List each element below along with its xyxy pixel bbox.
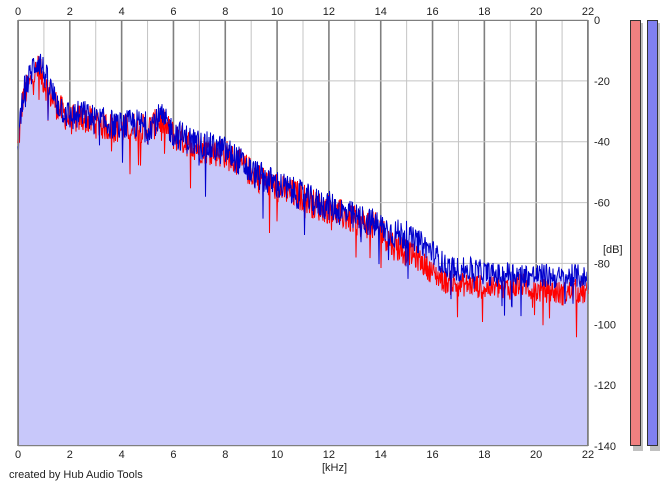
y-tick-label: -40 <box>594 137 610 149</box>
x-tick-label: 0 <box>15 449 21 461</box>
y-tick-label: -100 <box>594 319 616 331</box>
credit-text: created by Hub Audio Tools <box>9 469 143 481</box>
y-tick-label: 0 <box>594 15 600 27</box>
x-tick-label: 12 <box>323 449 335 461</box>
x-tick-label: 18 <box>478 6 490 18</box>
series-lines <box>17 53 589 338</box>
y-axis-title: [dB] <box>603 244 623 256</box>
x-tick-labels-bottom: 0 2 4 6 8 10 12 14 16 18 20 22 <box>15 449 594 461</box>
channel-level-meters <box>630 20 660 451</box>
x-tick-label: 2 <box>67 449 73 461</box>
x-tick-label: 6 <box>170 449 176 461</box>
x-tick-labels-top: 0 2 4 6 8 10 12 14 16 18 20 22 <box>15 6 594 18</box>
x-tick-label: 8 <box>222 449 228 461</box>
x-tick-label: 6 <box>170 6 176 18</box>
x-tick-label: 8 <box>222 6 228 18</box>
x-tick-label: 22 <box>582 6 594 18</box>
x-tick-label: 10 <box>271 449 283 461</box>
y-tick-labels: 0 -20 -40 -60 -80 -100 -120 -140 <box>594 15 616 453</box>
x-tick-label: 20 <box>530 6 542 18</box>
x-tick-label: 0 <box>15 6 21 18</box>
x-tick-label: 18 <box>478 449 490 461</box>
x-tick-label: 4 <box>119 6 125 18</box>
x-axis-title: [kHz] <box>322 462 347 474</box>
level-meter-bar <box>647 20 658 446</box>
x-tick-label: 4 <box>119 449 125 461</box>
x-tick-label: 14 <box>375 6 387 18</box>
x-tick-label: 12 <box>323 6 335 18</box>
series-line-blue <box>17 53 589 317</box>
spectrum-fill-area <box>18 53 588 447</box>
y-tick-label: -140 <box>594 441 616 453</box>
x-tick-label: 22 <box>582 449 594 461</box>
y-tick-label: -20 <box>594 76 610 88</box>
x-tick-label: 16 <box>426 449 438 461</box>
x-tick-label: 10 <box>271 6 283 18</box>
plot-frame <box>18 20 588 446</box>
x-tick-label: 2 <box>67 6 73 18</box>
y-tick-label: -80 <box>594 258 610 270</box>
x-tick-label: 20 <box>530 449 542 461</box>
x-tick-label: 16 <box>426 6 438 18</box>
y-tick-label: -120 <box>594 380 616 392</box>
level-meter-bar <box>630 20 641 446</box>
y-tick-label: -60 <box>594 198 610 210</box>
x-tick-label: 14 <box>375 449 387 461</box>
